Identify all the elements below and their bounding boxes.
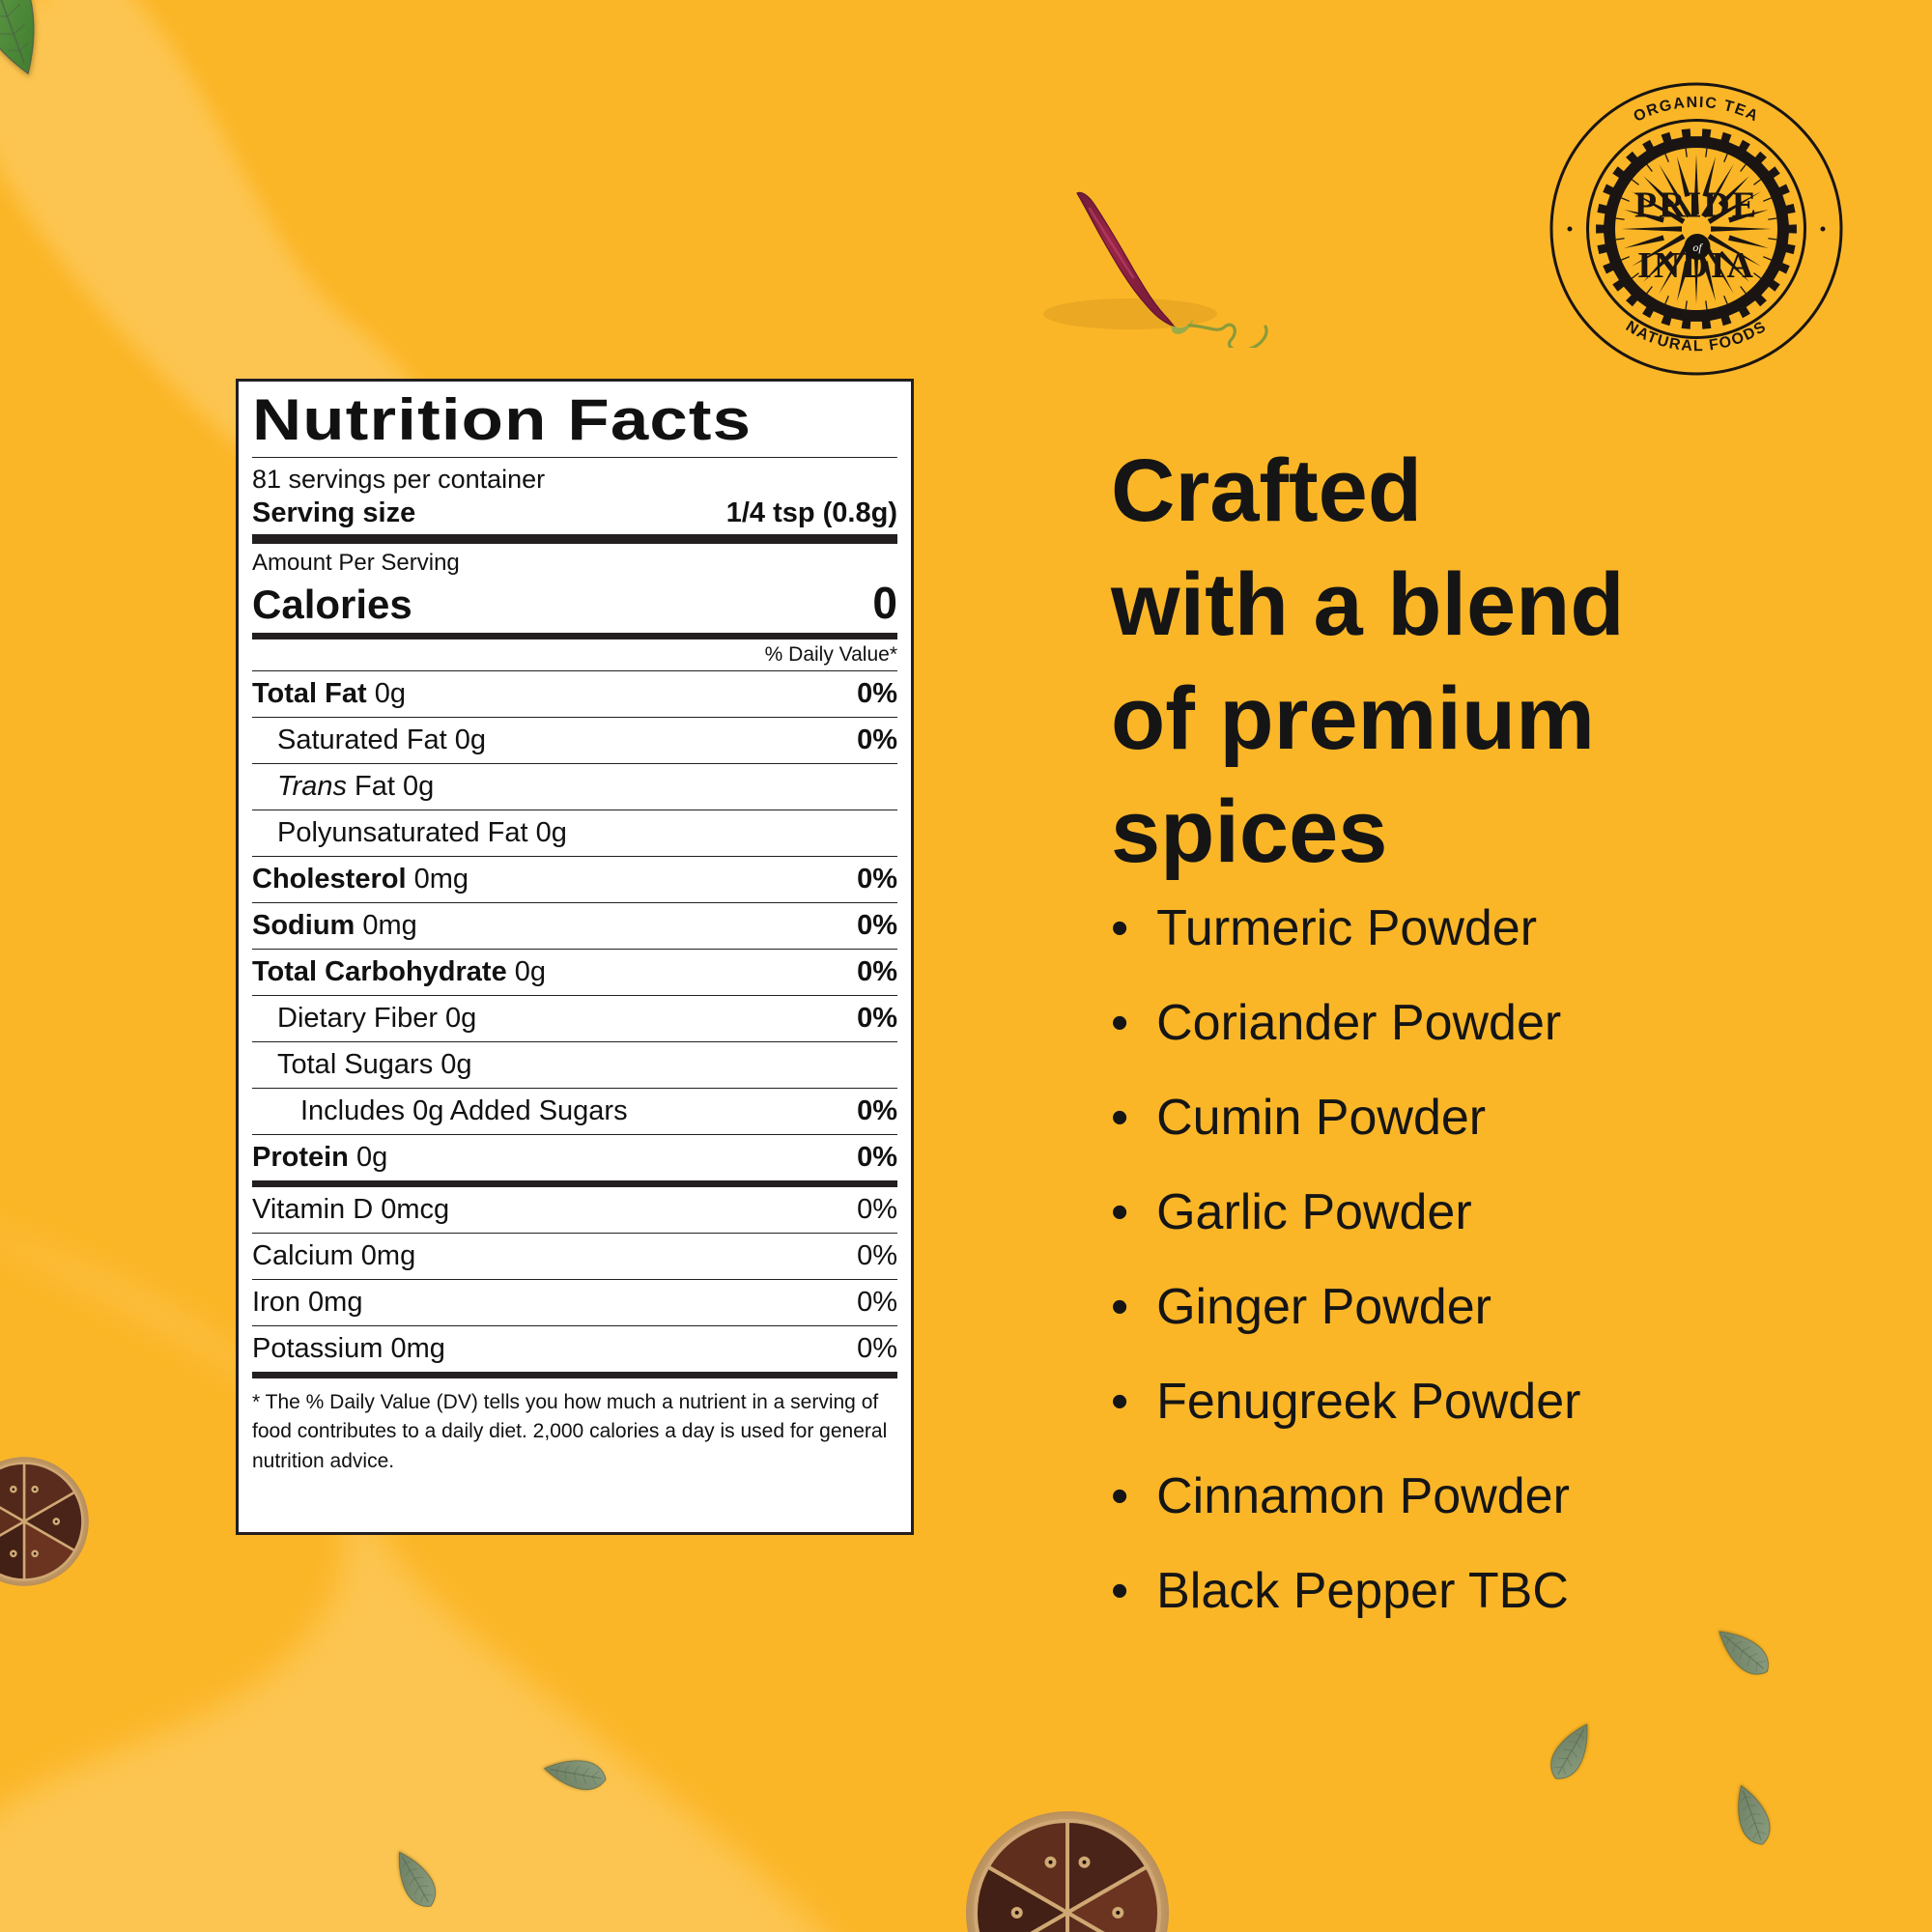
svg-text:PRIDE: PRIDE (1634, 185, 1758, 226)
